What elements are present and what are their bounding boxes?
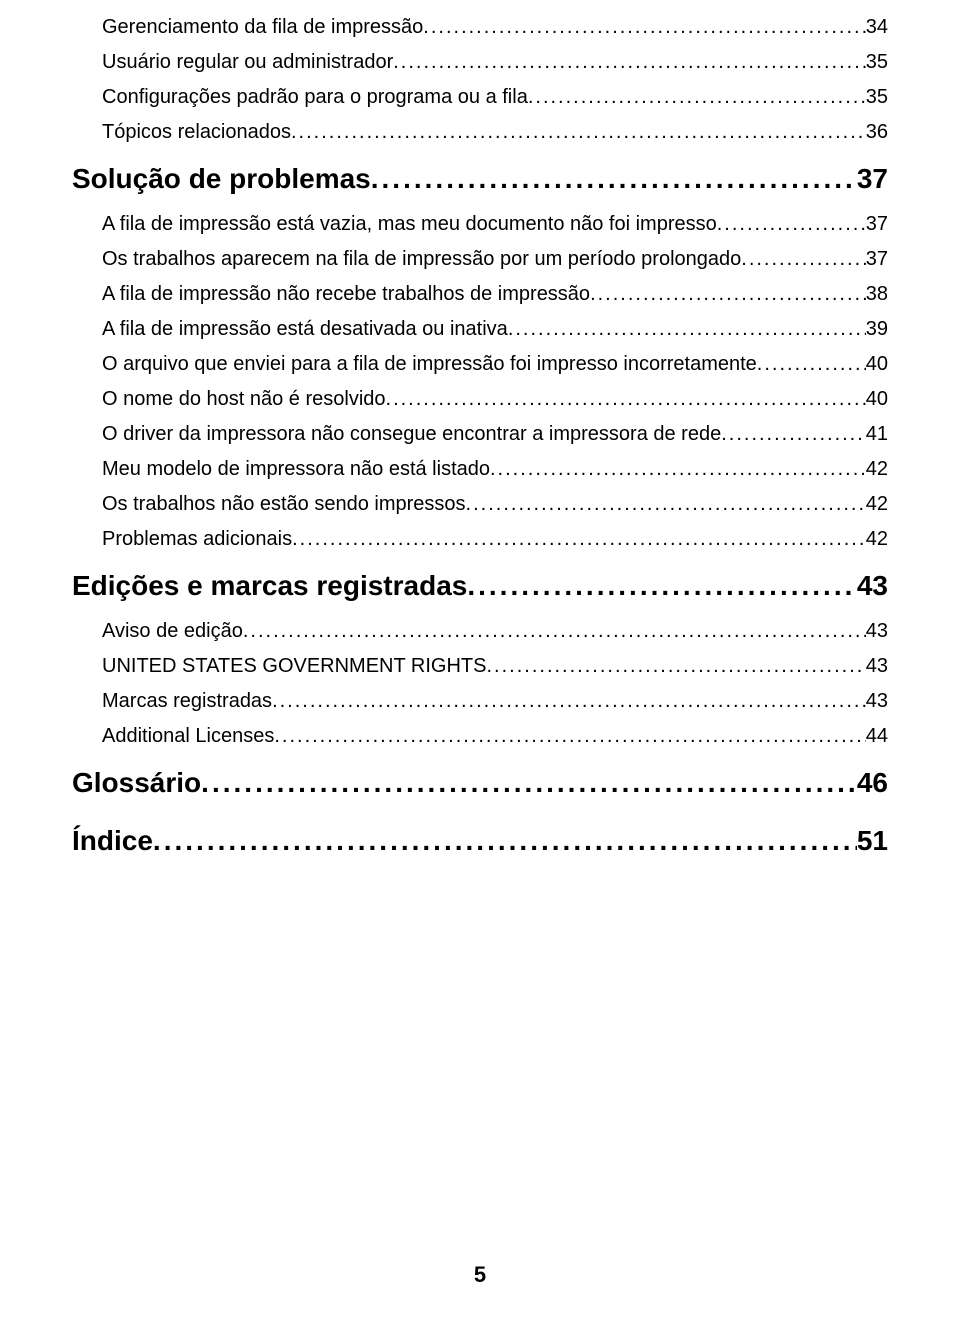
toc-entry[interactable]: UNITED STATES GOVERNMENT RIGHTS 43 (72, 651, 888, 682)
toc-page: 43 (866, 616, 888, 647)
toc-leader-dots (243, 616, 866, 647)
toc-label: O nome do host não é resolvido (102, 384, 386, 415)
toc-label: Os trabalhos aparecem na fila de impress… (102, 244, 741, 275)
toc-page: 40 (866, 349, 888, 380)
toc-label: Usuário regular ou administrador (102, 47, 393, 78)
toc-label: Índice (72, 814, 153, 867)
toc-leader-dots (721, 419, 866, 450)
page-number: 5 (0, 1262, 960, 1288)
toc-label: Problemas adicionais (102, 524, 292, 555)
toc-page: 36 (866, 117, 888, 148)
toc-page: 37 (866, 209, 888, 240)
toc-label: UNITED STATES GOVERNMENT RIGHTS (102, 651, 486, 682)
toc-leader-dots (466, 489, 866, 520)
toc-leader-dots (757, 349, 866, 380)
toc-entry[interactable]: O arquivo que enviei para a fila de impr… (72, 349, 888, 380)
toc-leader-dots (386, 384, 866, 415)
toc-entry[interactable]: A fila de impressão está desativada ou i… (72, 314, 888, 345)
toc-heading[interactable]: Solução de problemas 37 (72, 152, 888, 205)
toc-entry[interactable]: O nome do host não é resolvido 40 (72, 384, 888, 415)
toc-page: 37 (857, 152, 888, 205)
toc-entry[interactable]: Marcas registradas 43 (72, 686, 888, 717)
toc-label: Meu modelo de impressora não está listad… (102, 454, 490, 485)
toc-leader-dots (467, 559, 857, 612)
toc-page: 51 (857, 814, 888, 867)
toc-label: A fila de impressão está desativada ou i… (102, 314, 508, 345)
toc-leader-dots (423, 12, 865, 43)
toc-entry[interactable]: Tópicos relacionados 36 (72, 117, 888, 148)
toc-entry[interactable]: Problemas adicionais 42 (72, 524, 888, 555)
toc-leader-dots (717, 209, 866, 240)
toc-leader-dots (274, 721, 865, 752)
toc-entry[interactable]: Usuário regular ou administrador 35 (72, 47, 888, 78)
toc-page: 38 (866, 279, 888, 310)
toc-page: 39 (866, 314, 888, 345)
toc-leader-dots (153, 814, 857, 867)
toc-label: Glossário (72, 756, 201, 809)
toc-label: A fila de impressão está vazia, mas meu … (102, 209, 717, 240)
toc-page: 42 (866, 524, 888, 555)
toc-label: Additional Licenses (102, 721, 274, 752)
toc-entry[interactable]: Gerenciamento da fila de impressão 34 (72, 12, 888, 43)
toc-label: Edições e marcas registradas (72, 559, 467, 612)
toc-label: O arquivo que enviei para a fila de impr… (102, 349, 757, 380)
toc-leader-dots (272, 686, 866, 717)
toc-leader-dots (508, 314, 866, 345)
toc-page: 43 (866, 651, 888, 682)
toc-entry[interactable]: Meu modelo de impressora não está listad… (72, 454, 888, 485)
toc-label: Solução de problemas (72, 152, 371, 205)
toc-entry[interactable]: Aviso de edição 43 (72, 616, 888, 647)
toc-heading[interactable]: Edições e marcas registradas 43 (72, 559, 888, 612)
toc-heading[interactable]: Índice 51 (72, 814, 888, 867)
table-of-contents: Gerenciamento da fila de impressão 34 Usuá… (72, 0, 888, 867)
toc-leader-dots (201, 756, 857, 809)
toc-heading[interactable]: Glossário 46 (72, 756, 888, 809)
toc-entry[interactable]: A fila de impressão não recebe trabalhos… (72, 279, 888, 310)
toc-page: 42 (866, 454, 888, 485)
toc-entry[interactable]: Configurações padrão para o programa ou … (72, 82, 888, 113)
toc-leader-dots (490, 454, 866, 485)
toc-label: Os trabalhos não estão sendo impressos (102, 489, 466, 520)
toc-entry[interactable]: O driver da impressora não consegue enco… (72, 419, 888, 450)
toc-label: Configurações padrão para o programa ou … (102, 82, 528, 113)
toc-leader-dots (528, 82, 866, 113)
toc-leader-dots (741, 244, 865, 275)
toc-page: 40 (866, 384, 888, 415)
toc-page: 34 (866, 12, 888, 43)
toc-label: Aviso de edição (102, 616, 243, 647)
toc-label: A fila de impressão não recebe trabalhos… (102, 279, 590, 310)
toc-page: 37 (866, 244, 888, 275)
toc-leader-dots (292, 524, 866, 555)
toc-page: 42 (866, 489, 888, 520)
toc-leader-dots (371, 152, 857, 205)
toc-label: Marcas registradas (102, 686, 272, 717)
toc-page: 41 (866, 419, 888, 450)
toc-page: 46 (857, 756, 888, 809)
toc-page: 43 (857, 559, 888, 612)
toc-page: 35 (866, 82, 888, 113)
toc-leader-dots (393, 47, 866, 78)
toc-leader-dots (590, 279, 866, 310)
toc-entry[interactable]: Os trabalhos não estão sendo impressos 42 (72, 489, 888, 520)
toc-page: 44 (866, 721, 888, 752)
toc-page: 35 (866, 47, 888, 78)
toc-page: 43 (866, 686, 888, 717)
toc-leader-dots (291, 117, 866, 148)
toc-entry[interactable]: Additional Licenses 44 (72, 721, 888, 752)
toc-leader-dots (486, 651, 865, 682)
toc-label: O driver da impressora não consegue enco… (102, 419, 721, 450)
toc-label: Gerenciamento da fila de impressão (102, 12, 423, 43)
toc-entry[interactable]: Os trabalhos aparecem na fila de impress… (72, 244, 888, 275)
toc-label: Tópicos relacionados (102, 117, 291, 148)
toc-entry[interactable]: A fila de impressão está vazia, mas meu … (72, 209, 888, 240)
